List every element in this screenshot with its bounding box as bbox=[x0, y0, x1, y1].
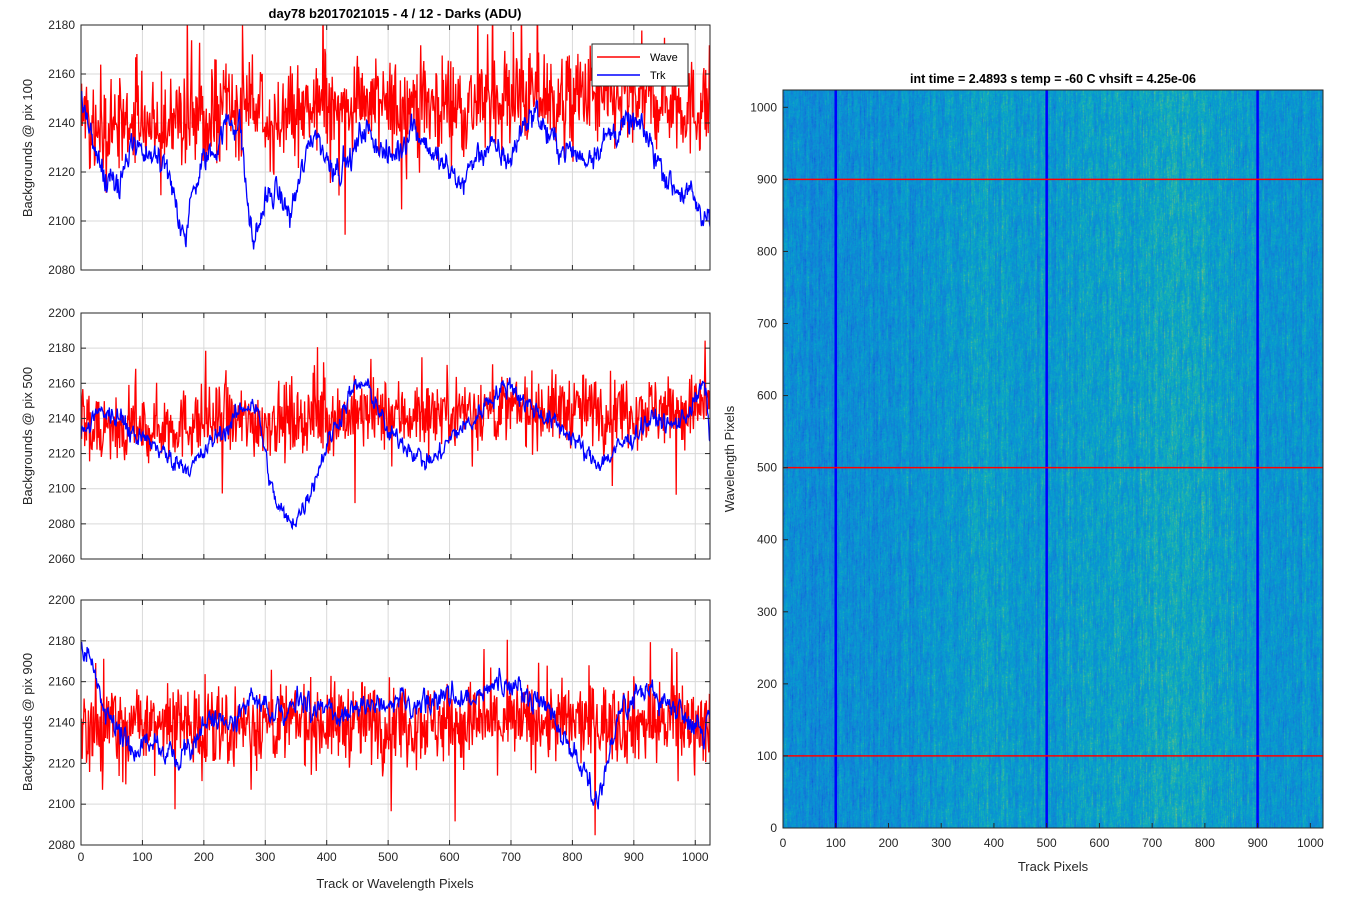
y-tick-label: 300 bbox=[757, 605, 777, 619]
y-tick-label: 0 bbox=[770, 821, 777, 835]
heatmap-y-axis-label: Wavelength Pixels bbox=[722, 405, 737, 512]
y-tick-label: 100 bbox=[757, 749, 777, 763]
y-tick-label: 2180 bbox=[48, 341, 75, 355]
x-tick-label: 700 bbox=[1142, 836, 1162, 850]
y-tick-label: 200 bbox=[757, 677, 777, 691]
y-tick-label: 2200 bbox=[48, 306, 75, 320]
legend-label-wave: Wave bbox=[650, 52, 678, 64]
x-tick-label: 900 bbox=[1248, 836, 1268, 850]
x-tick-label: 700 bbox=[501, 850, 521, 864]
line-plot-pix-900: Backgrounds @ pix 900 Track or Wavelengt… bbox=[20, 593, 711, 891]
x-tick-label: 500 bbox=[1037, 836, 1057, 850]
x-tick-label: 400 bbox=[984, 836, 1004, 850]
x-tick-label: 800 bbox=[562, 850, 582, 864]
y-tick-label: 2120 bbox=[48, 756, 75, 770]
y-tick-label: 2160 bbox=[48, 67, 75, 81]
series-line-trk bbox=[81, 641, 710, 810]
x-tick-label: 400 bbox=[317, 850, 337, 864]
y-tick-label: 2200 bbox=[48, 593, 75, 607]
x-tick-label: 200 bbox=[878, 836, 898, 850]
x-tick-label: 200 bbox=[194, 850, 214, 864]
heatmap-title: int time = 2.4893 s temp = -60 C vhsift … bbox=[910, 72, 1196, 86]
heatmap-image bbox=[783, 90, 1323, 828]
x-tick-label: 600 bbox=[440, 850, 460, 864]
x-tick-label: 1000 bbox=[682, 850, 709, 864]
y-tick-label: 2140 bbox=[48, 411, 75, 425]
y-tick-label: 2100 bbox=[48, 214, 75, 228]
y-tick-label: 2140 bbox=[48, 716, 75, 730]
heatmap-x-axis-label: Track Pixels bbox=[1018, 859, 1089, 874]
axes-frame bbox=[80, 312, 711, 560]
heatmap-canvas bbox=[783, 90, 1323, 828]
x-tick-label: 800 bbox=[1195, 836, 1215, 850]
series-line-trk bbox=[81, 377, 710, 531]
legend-box bbox=[591, 43, 689, 87]
y-tick-label: 2080 bbox=[48, 517, 75, 531]
y-tick-label: 500 bbox=[757, 461, 777, 475]
legend-label-trk: Trk bbox=[650, 70, 666, 82]
axes-frame bbox=[80, 24, 711, 271]
line-plot-pix-100: Backgrounds @ pix 100 2080 2100 2120 2140 21… bbox=[20, 18, 711, 277]
x-tick-label: 1000 bbox=[1297, 836, 1324, 850]
y-axis-label: Backgrounds @ pix 100 bbox=[20, 79, 35, 217]
x-tick-label: 500 bbox=[378, 850, 398, 864]
x-tick-label: 0 bbox=[780, 836, 787, 850]
y-tick-label: 900 bbox=[757, 172, 777, 186]
y-tick-label: 600 bbox=[757, 389, 777, 403]
legend: Wave Trk bbox=[591, 43, 689, 87]
y-tick-label: 2080 bbox=[48, 838, 75, 852]
y-tick-label: 2180 bbox=[48, 634, 75, 648]
series-line-trk bbox=[81, 90, 710, 250]
x-tick-label: 900 bbox=[624, 850, 644, 864]
series-line-wave bbox=[81, 340, 710, 504]
y-tick-label: 2120 bbox=[48, 447, 75, 461]
line-plot-pix-500: Backgrounds @ pix 500 2060 2080 2100 2120 21… bbox=[20, 306, 711, 566]
y-tick-label: 400 bbox=[757, 533, 777, 547]
x-tick-label: 100 bbox=[132, 850, 152, 864]
y-tick-label: 2160 bbox=[48, 376, 75, 390]
x-axis-label: Track or Wavelength Pixels bbox=[316, 876, 474, 891]
y-tick-label: 2100 bbox=[48, 797, 75, 811]
y-tick-label: 2180 bbox=[48, 18, 75, 32]
figure-title: day78 b2017021015 - 4 / 12 - Darks (ADU) bbox=[269, 6, 522, 21]
x-tick-label: 100 bbox=[826, 836, 846, 850]
x-tick-label: 300 bbox=[931, 836, 951, 850]
series-line-wave bbox=[81, 639, 710, 836]
y-tick-label: 2160 bbox=[48, 675, 75, 689]
x-tick-label: 0 bbox=[78, 850, 85, 864]
y-tick-label: 1000 bbox=[750, 100, 777, 114]
y-axis-label: Backgrounds @ pix 900 bbox=[20, 653, 35, 791]
y-tick-label: 2120 bbox=[48, 165, 75, 179]
heatmap-frame bbox=[782, 89, 1324, 829]
x-tick-label: 600 bbox=[1089, 836, 1109, 850]
y-tick-label: 2060 bbox=[48, 552, 75, 566]
heatmap-plot: int time = 2.4893 s temp = -60 C vhsift … bbox=[722, 72, 1324, 874]
y-axis-label: Backgrounds @ pix 500 bbox=[20, 367, 35, 505]
x-tick-label: 300 bbox=[255, 850, 275, 864]
y-tick-label: 2100 bbox=[48, 482, 75, 496]
y-tick-label: 2140 bbox=[48, 116, 75, 130]
y-tick-label: 800 bbox=[757, 244, 777, 258]
y-tick-label: 700 bbox=[757, 317, 777, 331]
y-tick-label: 2080 bbox=[48, 263, 75, 277]
